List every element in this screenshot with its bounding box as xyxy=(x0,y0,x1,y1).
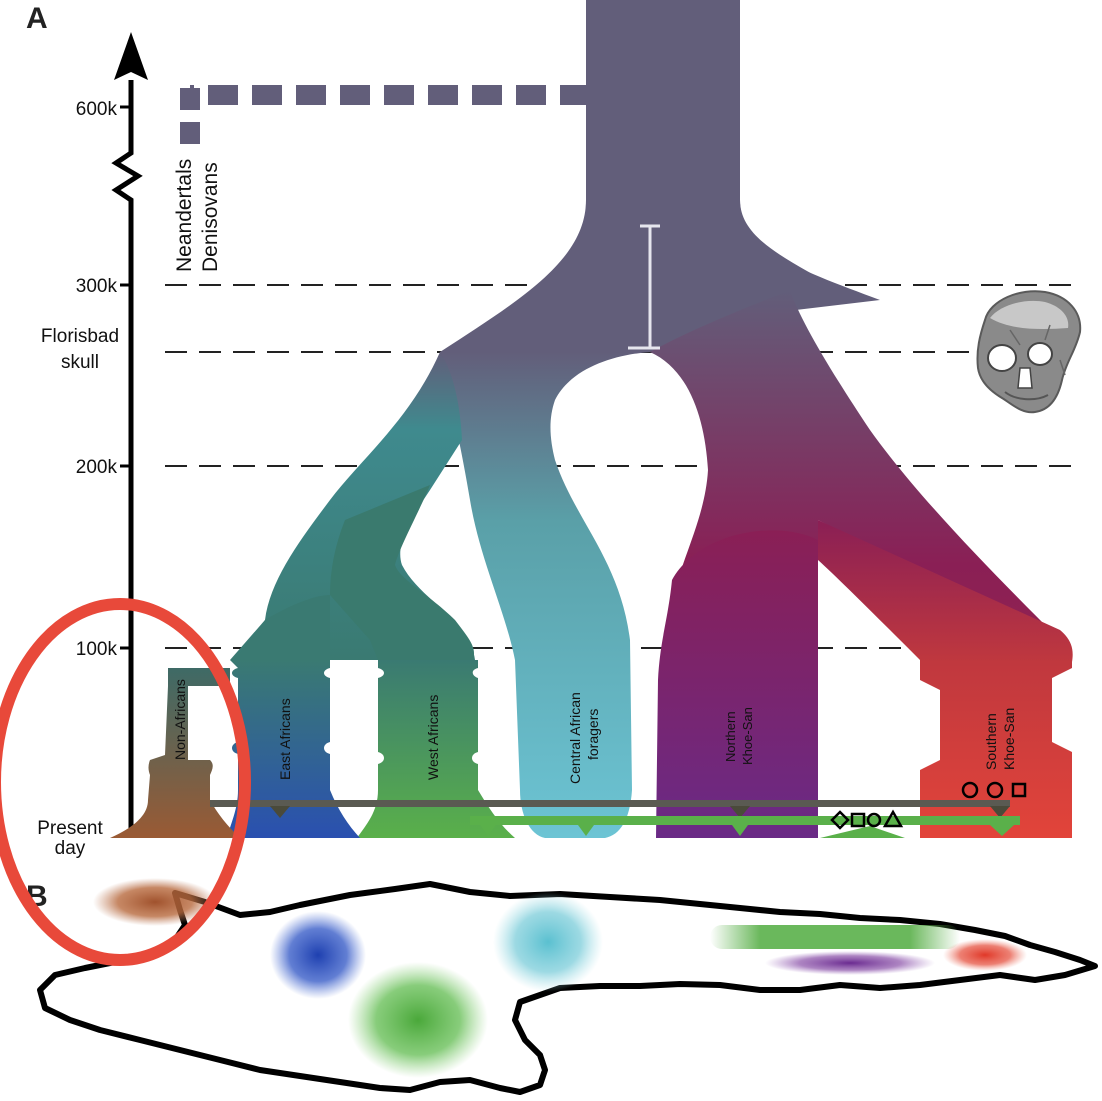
non-africans-region xyxy=(93,878,217,926)
southern-khoe-san-population xyxy=(818,520,1073,838)
east-africans-stem xyxy=(235,595,330,660)
circle-marker xyxy=(986,781,1004,799)
southern-khoe-san-label-line1: Southern xyxy=(983,713,999,770)
southern-khoe-san-region xyxy=(943,939,1027,971)
axis-arrow-icon xyxy=(114,32,148,80)
present-day-label-line1: Present xyxy=(37,818,103,839)
square-marker xyxy=(850,812,866,828)
neandertals-label: Neandertals xyxy=(173,159,196,272)
denisovans-label: Denisovans xyxy=(199,162,222,272)
florisbad-label-line2: skull xyxy=(61,352,99,373)
non-africans-gap xyxy=(188,686,210,760)
divergence-error-bar xyxy=(628,224,660,350)
central-foragers-region xyxy=(493,892,603,992)
present-day-label-line2: day xyxy=(55,838,86,859)
circle-marker xyxy=(961,781,979,799)
tick-label-300k: 300k xyxy=(76,276,118,297)
archaic-split-line xyxy=(180,85,590,148)
africa-map xyxy=(37,878,1098,1095)
triangle-marker xyxy=(882,809,904,828)
west-africans-population xyxy=(357,660,515,838)
square-marker xyxy=(1011,782,1027,798)
west-africans-region xyxy=(348,962,488,1078)
non-africans-label: Non-Africans xyxy=(172,679,188,760)
west-africans-label: West Africans xyxy=(425,695,441,780)
central-foragers-label-line1: Central African xyxy=(567,692,583,784)
southern-khoe-san-label-line2: Khoe-San xyxy=(1001,708,1017,770)
central-foragers-label-line2: foragers xyxy=(585,709,601,760)
east-west-ancestral-lineage xyxy=(230,352,475,660)
tick-label-600k: 600k xyxy=(76,99,118,120)
tick-label-200k: 200k xyxy=(76,457,118,478)
northern-khoe-san-label-line2: Khoe-San xyxy=(740,707,755,765)
time-axis: 600k 300k 200k 100k Florisbad skull Pres… xyxy=(37,32,148,859)
skull-image xyxy=(976,290,1082,414)
khoe-san-admixture-region xyxy=(710,925,960,949)
circle-marker xyxy=(866,812,882,828)
east-africans-label: East Africans xyxy=(277,698,293,780)
west-africans-branch xyxy=(330,485,475,665)
admixture-lines xyxy=(210,800,1020,838)
panel-label-a: A xyxy=(26,2,48,35)
florisbad-label-line1: Florisbad xyxy=(41,326,119,347)
northern-khoe-san-label-line1: Northern xyxy=(723,711,738,762)
tick-label-100k: 100k xyxy=(76,639,118,660)
east-africans-population xyxy=(227,660,360,838)
diamond-marker xyxy=(830,810,850,830)
sample-markers xyxy=(830,781,1027,830)
northern-khoe-san-population xyxy=(656,530,818,838)
northern-khoe-san-region xyxy=(765,951,935,975)
highlight-ring xyxy=(0,598,251,966)
east-africans-region xyxy=(270,911,366,999)
central-african-lineage xyxy=(440,352,650,838)
